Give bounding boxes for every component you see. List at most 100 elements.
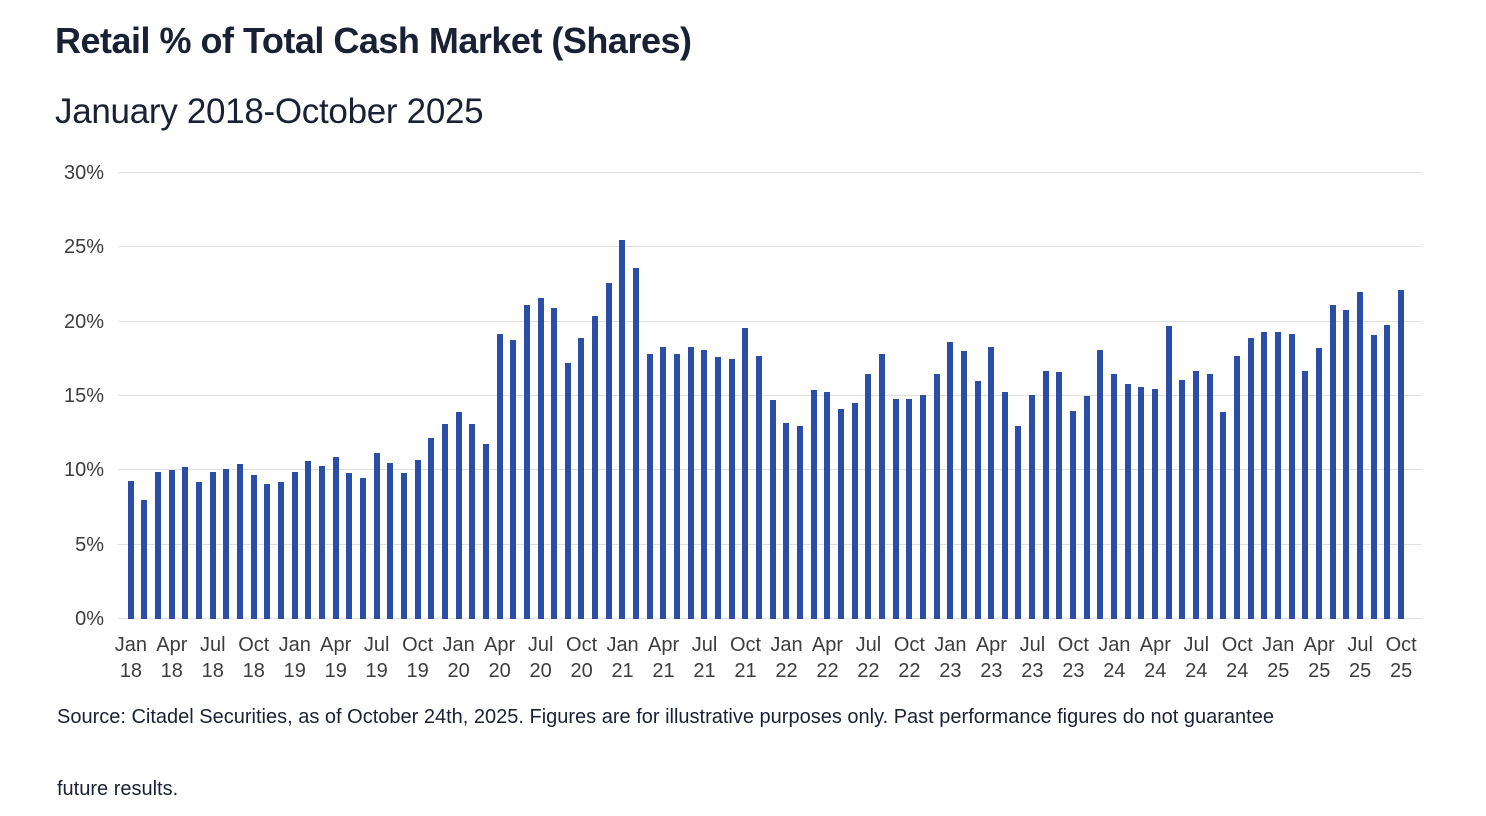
x-tick-year: 23: [1021, 660, 1044, 682]
bar-slot: [370, 173, 384, 619]
bar-aug-2020: [551, 308, 558, 619]
source-note-line-2: future results.: [57, 778, 179, 800]
bar-jul-2018: [209, 471, 216, 619]
y-tick-label: 0%: [75, 608, 104, 630]
bar-slot: [383, 173, 397, 619]
bar-feb-2019: [305, 461, 312, 619]
x-tick-year: 20: [570, 660, 593, 682]
x-tick-label: Apr 18: [156, 632, 187, 684]
x-tick-year: 21: [693, 660, 716, 682]
bar-mar-2025: [1302, 370, 1309, 619]
x-tick-label: Jul 25: [1347, 632, 1373, 684]
bar-feb-2018: [141, 500, 148, 619]
x-tick-label: Jul 22: [856, 632, 882, 684]
x-tick-year: 25: [1308, 660, 1331, 682]
x-tick-label: Oct 20: [566, 632, 597, 684]
chart-title: Retail % of Total Cash Market (Shares): [55, 20, 692, 61]
bar-slot: [984, 173, 998, 619]
bar-mar-2022: [810, 390, 817, 619]
bar-slot: [861, 173, 875, 619]
x-tick-year: 21: [652, 660, 675, 682]
x-tick-year: 22: [816, 660, 839, 682]
bar-slot: [930, 173, 944, 619]
x-tick-month: Oct: [238, 634, 270, 656]
x-tick-month: Jan: [606, 634, 639, 656]
bar-slot: [971, 173, 985, 619]
x-tick-month: Oct: [566, 634, 598, 656]
bar-slot: [602, 173, 616, 619]
x-tick-year: 18: [119, 660, 142, 682]
bar-slot: [479, 173, 493, 619]
x-tick-label: Apr 23: [976, 632, 1007, 684]
bar-slot: [561, 173, 575, 619]
bar-jan-2019: [291, 471, 298, 619]
bar-slot: [165, 173, 179, 619]
bar-jun-2020: [523, 305, 530, 619]
x-tick-year: 24: [1103, 660, 1126, 682]
bar-slot: [1176, 173, 1190, 619]
bar-sep-2024: [1220, 412, 1227, 619]
bar-slot: [411, 173, 425, 619]
x-tick-year: 20: [488, 660, 511, 682]
bar-slot: [397, 173, 411, 619]
bar-slot: [820, 173, 834, 619]
bar-slot: [247, 173, 261, 619]
x-tick-year: 21: [611, 660, 634, 682]
bar-slot: [1339, 173, 1353, 619]
bar-may-2019: [346, 473, 353, 619]
bar-aug-2025: [1370, 335, 1377, 619]
bar-may-2020: [510, 339, 517, 619]
bar-jan-2023: [947, 342, 954, 619]
bar-slot: [1121, 173, 1135, 619]
x-tick-month: Jul: [199, 634, 226, 656]
bar-slot: [916, 173, 930, 619]
bar-aug-2021: [715, 357, 722, 619]
bar-slot: [452, 173, 466, 619]
bar-jul-2021: [701, 349, 708, 619]
bar-slot: [206, 173, 220, 619]
bar-slot: [588, 173, 602, 619]
bar-slot: [766, 173, 780, 619]
bar-jul-2019: [373, 452, 380, 619]
bar-slot: [315, 173, 329, 619]
bar-slot: [902, 173, 916, 619]
bar-jan-2020: [455, 412, 462, 619]
bar-jan-2018: [127, 480, 134, 619]
x-tick-month: Jul: [1347, 634, 1373, 656]
bar-mar-2024: [1138, 387, 1145, 619]
x-tick-label: Jan 18: [115, 632, 147, 684]
bar-slot: [179, 173, 193, 619]
gridline: [118, 395, 1422, 396]
bar-dec-2021: [769, 400, 776, 619]
bar-slot: [643, 173, 657, 619]
bar-slot: [1066, 173, 1080, 619]
bar-nov-2019: [428, 437, 435, 619]
x-tick-label: Jul 23: [1020, 632, 1046, 684]
bar-slot: [1257, 173, 1271, 619]
x-tick-label: Jan 20: [443, 632, 475, 684]
bar-may-2022: [837, 409, 844, 619]
bar-jun-2018: [196, 482, 203, 619]
bar-slot: [1244, 173, 1258, 619]
x-tick-month: Oct: [402, 634, 434, 656]
bar-feb-2021: [633, 268, 640, 619]
x-tick-year: 25: [1267, 660, 1290, 682]
bar-jun-2021: [687, 346, 694, 619]
bar-slot: [1230, 173, 1244, 619]
bar-slot: [1203, 173, 1217, 619]
bar-slot: [1217, 173, 1231, 619]
bar-apr-2022: [824, 391, 831, 619]
bar-slot: [616, 173, 630, 619]
bar-nov-2018: [264, 483, 271, 619]
bar-slot: [739, 173, 753, 619]
x-tick-month: Jan: [934, 634, 967, 656]
bar-jul-2025: [1356, 291, 1363, 619]
bar-jan-2025: [1274, 332, 1281, 619]
bar-slot: [493, 173, 507, 619]
x-tick-label: Oct 24: [1222, 632, 1253, 684]
x-tick-month: Apr: [320, 634, 352, 656]
x-tick-month: Jan: [114, 634, 147, 656]
bar-apr-2018: [168, 470, 175, 619]
x-tick-month: Apr: [975, 634, 1007, 656]
bar-slot: [752, 173, 766, 619]
